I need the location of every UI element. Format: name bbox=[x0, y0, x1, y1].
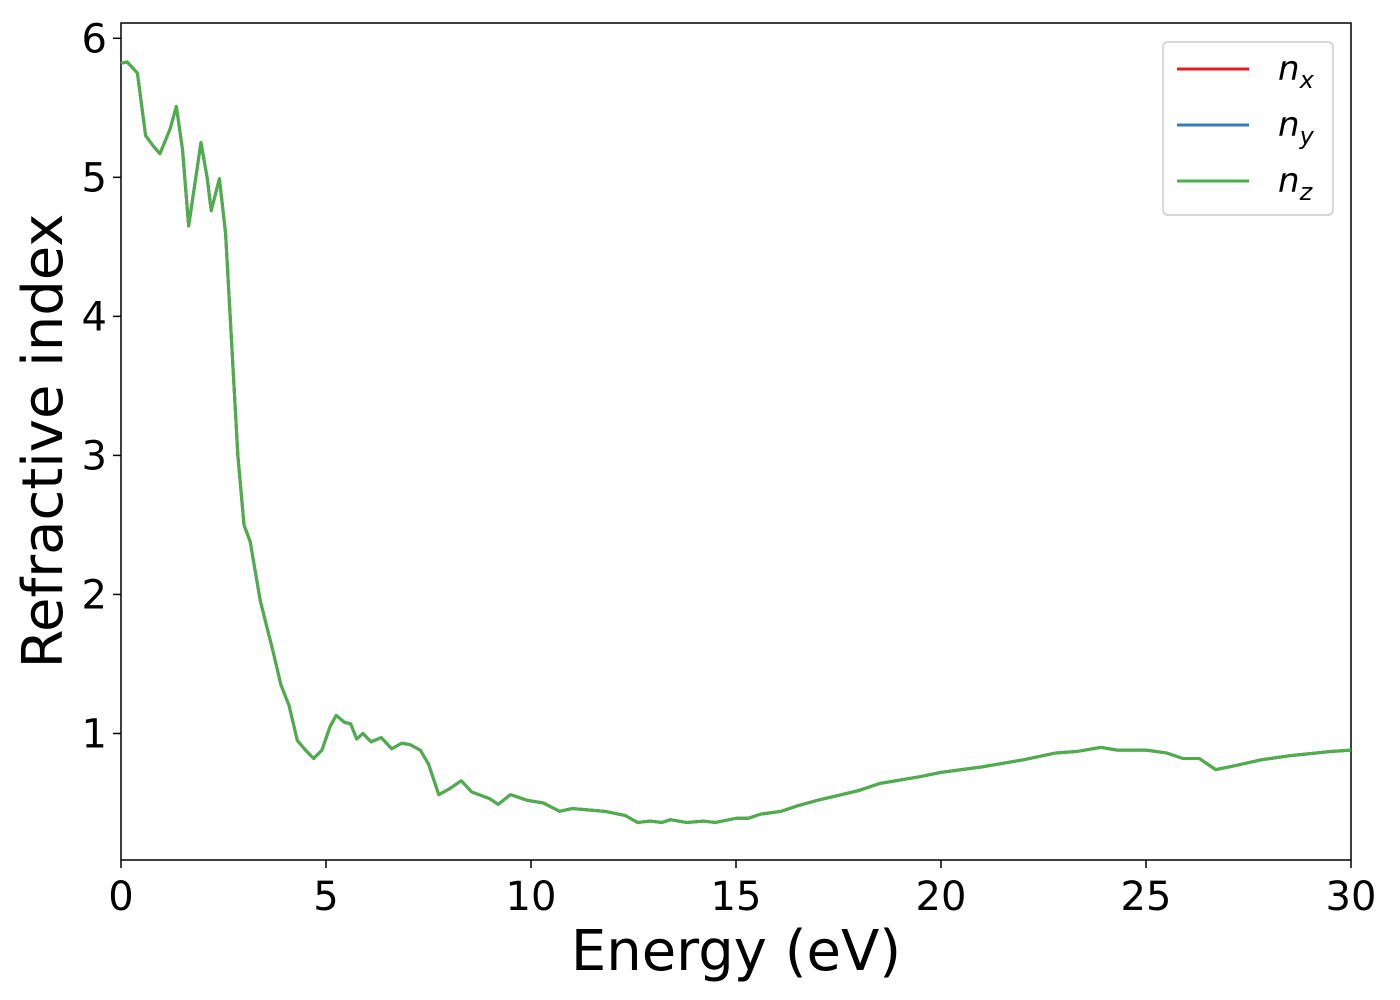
x-tick-label: 10 bbox=[506, 874, 557, 920]
legend-box bbox=[1162, 41, 1334, 216]
x-tick-label: 5 bbox=[313, 874, 338, 920]
y-tick-label: 6 bbox=[82, 16, 107, 62]
y-tick-label: 5 bbox=[82, 155, 107, 201]
legend-label: ny bbox=[1278, 105, 1315, 150]
data-line bbox=[120, 60, 1352, 824]
x-tick-label: 0 bbox=[108, 874, 133, 920]
x-tick-label: 25 bbox=[1121, 874, 1172, 920]
y-tick-label: 2 bbox=[82, 572, 107, 618]
y-tick-label: 4 bbox=[82, 294, 107, 340]
y-tick-label: 3 bbox=[82, 433, 107, 479]
x-tick-label: 20 bbox=[916, 874, 967, 920]
y-tick-label: 1 bbox=[82, 711, 107, 757]
y-axis-label: Refractive index bbox=[11, 214, 76, 669]
legend-label: nx bbox=[1278, 49, 1315, 94]
x-tick-label: 15 bbox=[711, 874, 762, 920]
legend-label: nz bbox=[1278, 161, 1314, 206]
x-tick-label: 30 bbox=[1326, 874, 1377, 920]
x-axis-label: Energy (eV) bbox=[571, 919, 901, 984]
